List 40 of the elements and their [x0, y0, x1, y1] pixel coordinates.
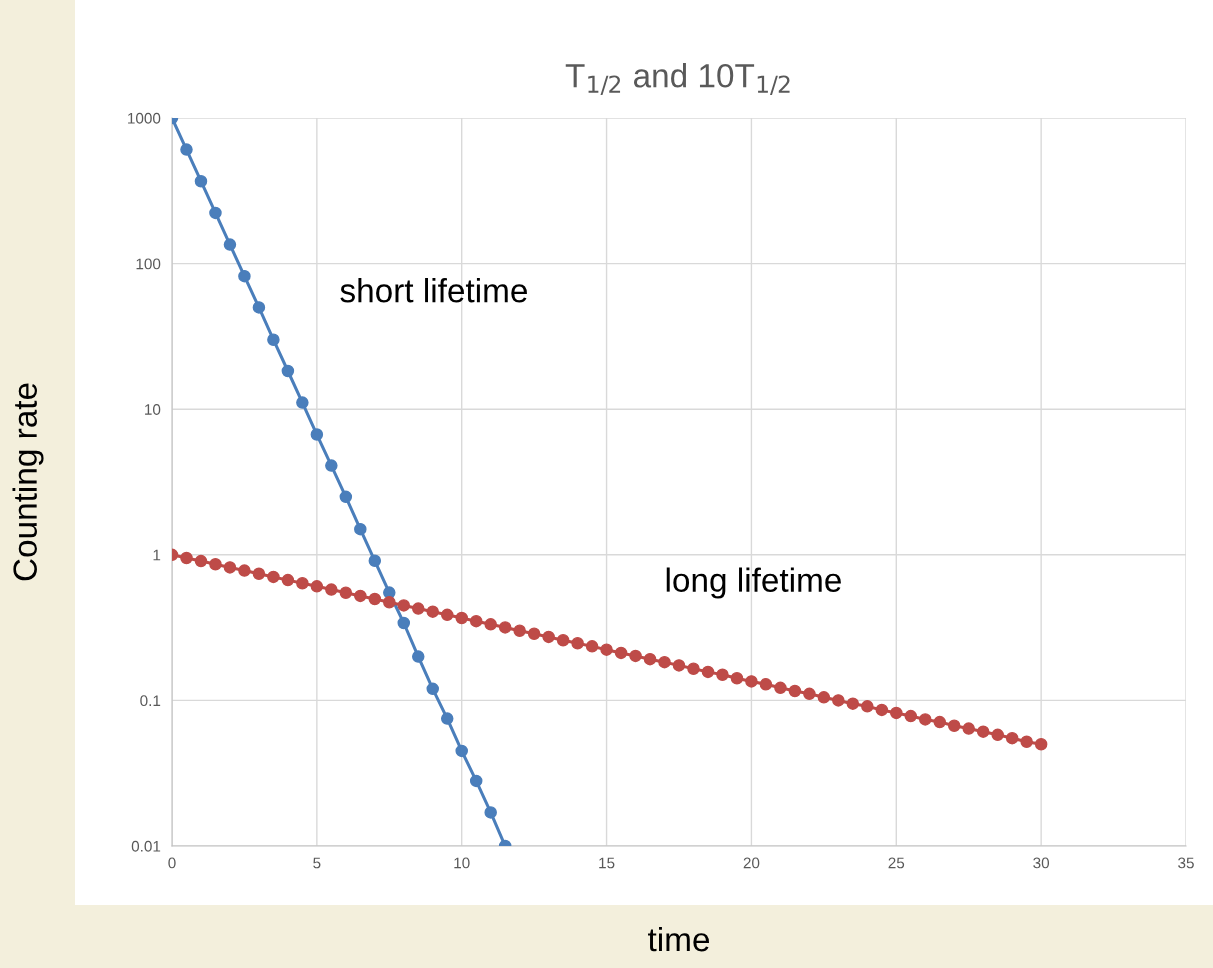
point [209, 206, 222, 220]
point [223, 238, 237, 251]
x-tick-label: 30 [1033, 857, 1050, 869]
x-tick-label: 35 [1178, 857, 1194, 869]
point [469, 774, 483, 788]
point [252, 301, 266, 314]
x-tick-label: 15 [599, 857, 615, 869]
point [440, 712, 454, 725]
point [281, 364, 295, 378]
y-tick-label: 10 [145, 404, 161, 415]
x-axis-title: time [648, 926, 710, 952]
point [412, 650, 425, 663]
y-axis-title: Counting rate [12, 383, 44, 581]
x-tick-label: 25 [888, 857, 905, 869]
y-tick-label: 1 [153, 549, 161, 561]
point [339, 490, 353, 504]
y-tick-label: 0.01 [131, 840, 161, 852]
point [267, 333, 280, 346]
y-tick-label: 100 [136, 258, 161, 270]
point [368, 554, 382, 568]
point [354, 522, 367, 536]
text: short lifetime [340, 278, 527, 303]
point [397, 616, 411, 630]
point [484, 806, 497, 819]
point [310, 428, 324, 441]
point [296, 396, 309, 409]
y-tick-label: 0.1 [140, 695, 161, 707]
point [426, 682, 439, 696]
point [238, 269, 251, 283]
y-tick-label: 1000 [128, 112, 161, 124]
point [325, 459, 338, 472]
point [455, 744, 468, 758]
x-tick-label: 20 [743, 857, 760, 869]
x-tick-label: 0 [168, 857, 176, 869]
series-label: long lifetime [666, 567, 841, 599]
x-tick-label: 5 [313, 857, 321, 869]
point [194, 174, 208, 188]
point [180, 143, 193, 156]
x-tick-label: 10 [454, 857, 470, 869]
chart-title: T$_{1/2}$ and 10T$_{1/2}$ [565, 63, 790, 95]
